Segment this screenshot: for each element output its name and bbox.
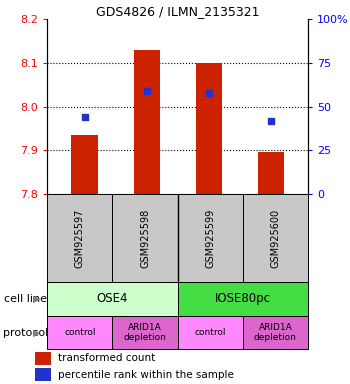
Text: GSM925597: GSM925597	[75, 209, 85, 268]
Bar	[47, 194, 112, 282]
Bar	[258, 152, 284, 194]
Text: ▶: ▶	[33, 294, 40, 304]
Bar	[71, 135, 98, 194]
Bar	[112, 316, 177, 349]
Text: control: control	[64, 328, 96, 337]
Bar	[177, 194, 243, 282]
Text: protocol: protocol	[4, 328, 49, 338]
Text: ▶: ▶	[33, 328, 40, 338]
Title: GDS4826 / ILMN_2135321: GDS4826 / ILMN_2135321	[96, 5, 259, 18]
Bar	[177, 282, 308, 316]
Bar	[112, 194, 177, 282]
Text: transformed count: transformed count	[57, 353, 155, 363]
Bar	[35, 368, 51, 381]
Text: GSM925598: GSM925598	[140, 209, 150, 268]
Bar	[134, 50, 160, 194]
Text: cell line: cell line	[4, 294, 47, 304]
Text: GSM925600: GSM925600	[271, 209, 280, 268]
Bar	[35, 352, 51, 365]
Bar	[196, 63, 222, 194]
Bar	[243, 194, 308, 282]
Bar	[243, 316, 308, 349]
Text: control: control	[195, 328, 226, 337]
Bar	[47, 282, 177, 316]
Text: IOSE80pc: IOSE80pc	[215, 293, 271, 305]
Bar	[177, 316, 243, 349]
Text: ARID1A
depletion: ARID1A depletion	[254, 323, 297, 342]
Text: ARID1A
depletion: ARID1A depletion	[124, 323, 167, 342]
Text: GSM925599: GSM925599	[205, 209, 215, 268]
Text: percentile rank within the sample: percentile rank within the sample	[57, 370, 233, 380]
Text: OSE4: OSE4	[97, 293, 128, 305]
Bar	[47, 316, 112, 349]
